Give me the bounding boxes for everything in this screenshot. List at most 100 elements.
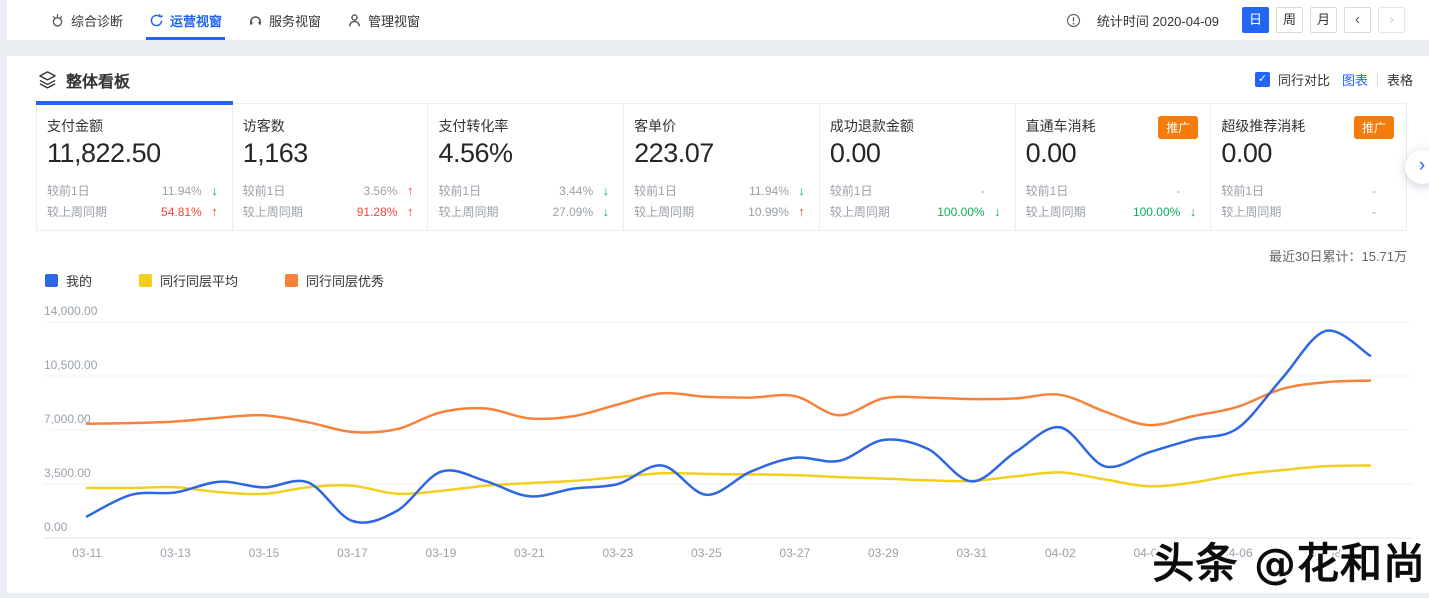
compare-row: 较前1日 3.44% ↓	[438, 180, 609, 201]
metric-value: 4.56%	[438, 138, 513, 168]
compare-row: 较上周同期 100.00% ↓	[830, 201, 1001, 222]
operations-refresh-icon	[149, 13, 164, 28]
compare-label: 较上周同期	[1221, 205, 1282, 219]
nav-tab[interactable]: 运营视窗	[136, 0, 235, 40]
svg-text:03-17: 03-17	[337, 546, 368, 560]
svg-text:10,500.00: 10,500.00	[44, 358, 98, 372]
metric-title: 支付转化率	[438, 118, 509, 134]
metric-title: 超级推荐消耗	[1221, 118, 1306, 134]
svg-text:04-02: 04-02	[1045, 546, 1076, 560]
nav-label: 运营视窗	[170, 13, 223, 29]
svg-text:03-25: 03-25	[691, 546, 722, 560]
compare-value: -	[1372, 204, 1377, 219]
service-headset-icon	[248, 13, 263, 28]
compare-value: 27.09%	[552, 204, 594, 219]
watermark-text: 头条 @花和尚	[1152, 539, 1426, 588]
compare-row: 较前1日 -	[1026, 180, 1197, 201]
svg-text:14,000.00: 14,000.00	[44, 304, 98, 318]
compare-label: 较前1日	[47, 184, 90, 198]
svg-text:03-13: 03-13	[160, 546, 191, 560]
metric-card[interactable]: 访客数 1,163 较前1日 3.56% ↑ 较上周同期 91.28% ↑	[232, 104, 429, 230]
compare-value: 3.44%	[559, 183, 594, 198]
metric-card[interactable]: 推广 超级推荐消耗 0.00 较前1日 - 较上周同期 -	[1211, 104, 1408, 230]
trend-arrow-icon: ↑	[406, 204, 414, 219]
metric-compare-rows: 较前1日 - 较上周同期 -	[1221, 180, 1392, 222]
metric-compare-rows: 较前1日 3.44% ↓ 较上周同期 27.09% ↓	[438, 180, 609, 222]
compare-row: 较上周同期 91.28% ↑	[243, 201, 414, 222]
svg-text:0.00: 0.00	[44, 520, 68, 534]
nav-tab[interactable]: 服务视窗	[235, 0, 334, 40]
stat-time-label: 统计时间 2020-04-09	[1096, 13, 1219, 29]
metric-value: 223.07	[634, 138, 714, 168]
metric-cards-row: 支付金额 11,822.50 较前1日 11.94% ↓ 较上周同期 54.81…	[36, 101, 1408, 231]
cards-next-button[interactable]: ›	[1405, 150, 1429, 184]
metric-title: 客单价	[634, 118, 677, 134]
info-icon[interactable]	[1066, 13, 1081, 28]
trend-arrow-icon: ↓	[602, 183, 610, 198]
trend-arrow-icon: ↓	[1189, 204, 1197, 219]
panel-header: 整体看板 同行对比 图表 表格	[7, 56, 1429, 103]
trend-arrow-icon: ↑	[211, 204, 218, 219]
compare-value: 11.94%	[161, 183, 202, 198]
view-chart-link[interactable]: 图表	[1341, 73, 1368, 88]
top-bar-right: 统计时间 2020-04-09 日 周 月 ‹ ›	[1066, 7, 1429, 33]
nav-label: 管理视窗	[368, 13, 421, 29]
svg-text:04-04: 04-04	[1133, 546, 1164, 560]
period-button[interactable]: 月	[1310, 7, 1337, 33]
metric-card[interactable]: 推广 直通车消耗 0.00 较前1日 - 较上周同期 100.00% ↓	[1015, 104, 1212, 230]
next-date-button[interactable]: ›	[1378, 7, 1405, 33]
peer-compare-checkbox[interactable]	[1254, 72, 1270, 87]
trend-line-chart: 0.00 3,500.00 7,000.00 10,500.00 14,000.00 03…	[44, 304, 1412, 560]
compare-value: -	[1176, 183, 1181, 198]
diagnosis-icon	[50, 13, 65, 28]
period-button[interactable]: 周	[1276, 7, 1303, 33]
compare-value: 10.99%	[748, 204, 789, 219]
cumulative-total: 最近30日累计：15.71万	[1269, 249, 1407, 264]
compare-label: 较上周同期	[829, 205, 890, 219]
compare-label: 较上周同期	[438, 205, 499, 219]
svg-text:03-31: 03-31	[956, 546, 987, 560]
compare-label: 较前1日	[829, 184, 873, 198]
svg-text:04-08: 04-08	[1310, 546, 1341, 560]
compare-value: 91.28%	[356, 204, 398, 219]
legend-item[interactable]: 同行同层优秀	[285, 271, 384, 290]
dashboard-panel: 整体看板 同行对比 图表 表格 支付金额 11,822.50 较前1日 11.9…	[7, 56, 1429, 593]
svg-text:7,000.00: 7,000.00	[44, 412, 91, 426]
compare-label: 较前1日	[242, 184, 286, 198]
trend-arrow-icon: ↓	[798, 183, 805, 198]
period-button[interactable]: 日	[1242, 7, 1269, 33]
compare-value: 11.94%	[749, 183, 789, 198]
period-buttons: 日 周 月	[1235, 7, 1337, 33]
view-table-link[interactable]: 表格	[1386, 73, 1413, 88]
nav-tab[interactable]: 管理视窗	[334, 0, 433, 40]
legend-item[interactable]: 我的	[45, 271, 92, 290]
legend-swatch-icon	[285, 274, 299, 287]
compare-label: 较前1日	[634, 184, 677, 198]
compare-row: 较上周同期 54.81% ↑	[47, 201, 218, 222]
metric-card[interactable]: 客单价 223.07 较前1日 11.94% ↓ 较上周同期 10.99% ↑	[624, 104, 820, 230]
compare-value: -	[1372, 183, 1377, 198]
metric-title: 成功退款金额	[829, 118, 914, 134]
compare-row: 较前1日 11.94% ↓	[47, 180, 218, 201]
legend-item[interactable]: 同行同层平均	[139, 271, 238, 290]
metric-card[interactable]: 支付金额 11,822.50 较前1日 11.94% ↓ 较上周同期 54.81…	[36, 101, 233, 230]
peer-compare-label: 同行对比	[1277, 73, 1330, 88]
management-person-icon	[347, 13, 362, 28]
metric-compare-rows: 较前1日 3.56% ↑ 较上周同期 91.28% ↑	[243, 180, 414, 222]
prev-date-button[interactable]: ‹	[1344, 7, 1371, 33]
compare-value: 54.81%	[161, 204, 202, 219]
panel-header-right: 同行对比 图表 表格	[1254, 70, 1429, 89]
legend-label: 我的	[66, 274, 93, 289]
metric-card[interactable]: 支付转化率 4.56% 较前1日 3.44% ↓ 较上周同期 27.09% ↓	[428, 104, 625, 230]
compare-label: 较上周同期	[634, 205, 695, 219]
metric-title: 直通车消耗	[1025, 118, 1096, 134]
nav-tab[interactable]: 综合诊断	[37, 0, 136, 40]
legend-swatch-icon	[139, 274, 153, 287]
compare-value: -	[980, 183, 985, 198]
metric-card[interactable]: 成功退款金额 0.00 较前1日 - 较上周同期 100.00% ↓	[819, 104, 1016, 230]
svg-text:03-27: 03-27	[780, 546, 811, 560]
metric-compare-rows: 较前1日 - 较上周同期 100.00% ↓	[1026, 180, 1197, 222]
trend-arrow-icon: ↓	[211, 183, 218, 198]
compare-value: 100.00%	[937, 204, 985, 219]
